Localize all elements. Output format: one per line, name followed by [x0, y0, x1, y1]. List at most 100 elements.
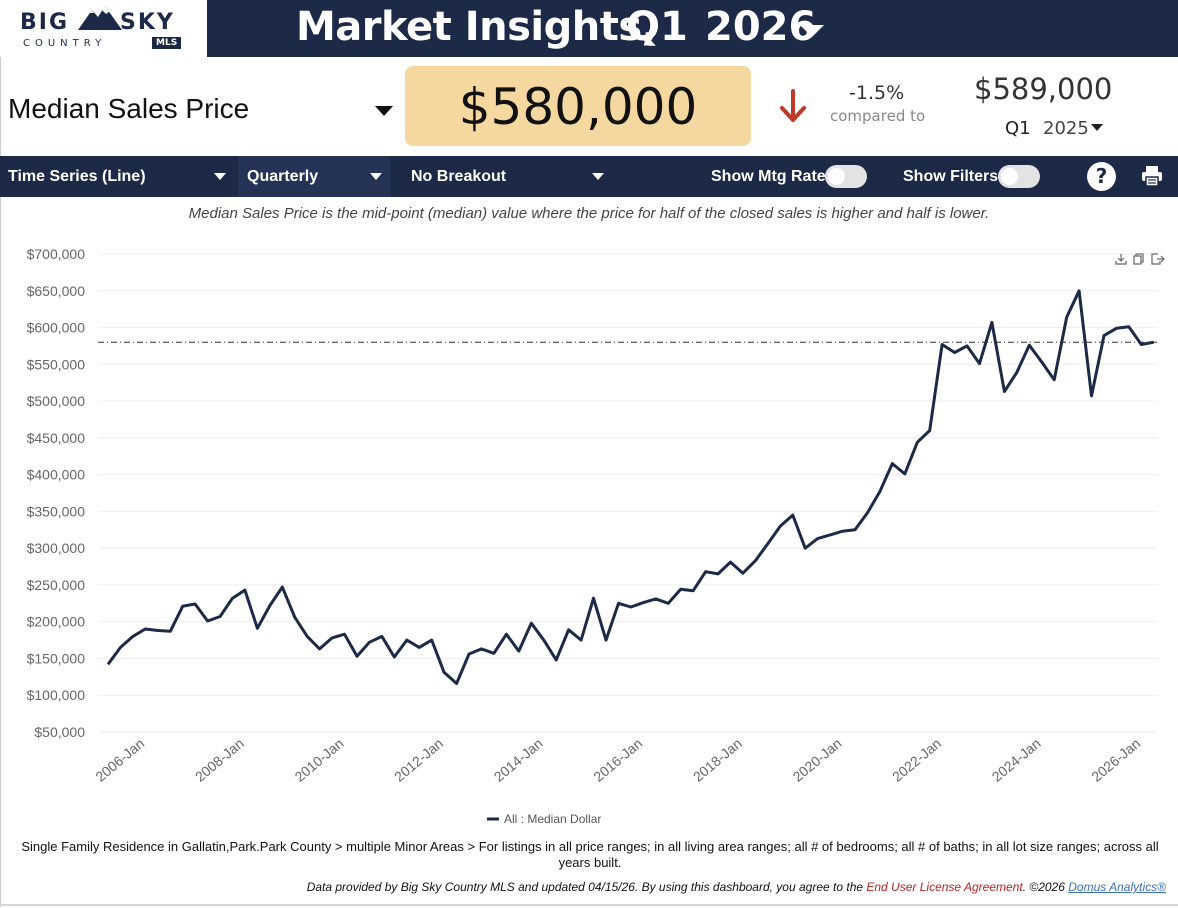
data-point[interactable] [591, 596, 596, 601]
data-point[interactable] [890, 461, 895, 466]
data-point[interactable] [965, 343, 970, 348]
data-point[interactable] [877, 489, 882, 494]
data-point[interactable] [255, 626, 260, 631]
data-point[interactable] [566, 627, 571, 632]
breakout-dropdown[interactable]: No Breakout [403, 156, 611, 197]
data-point[interactable] [952, 350, 957, 355]
eula-link[interactable]: End User License Agreement [866, 880, 1023, 894]
help-icon[interactable]: ? [1087, 162, 1116, 191]
data-point[interactable] [205, 618, 210, 623]
filters-toggle[interactable] [998, 165, 1040, 188]
data-point[interactable] [130, 634, 135, 639]
data-point[interactable] [1027, 343, 1032, 348]
data-point[interactable] [230, 596, 235, 601]
data-point[interactable] [292, 615, 297, 620]
data-point[interactable] [143, 627, 148, 632]
domus-link[interactable]: Domus Analytics® [1068, 880, 1166, 894]
data-point[interactable] [666, 601, 671, 606]
data-point[interactable] [1002, 389, 1007, 394]
data-point[interactable] [218, 614, 223, 619]
print-icon[interactable] [1141, 165, 1163, 187]
copy-icon[interactable] [1132, 252, 1146, 268]
data-point[interactable] [155, 628, 160, 633]
data-point[interactable] [180, 604, 185, 609]
data-point[interactable] [815, 536, 820, 541]
data-point[interactable] [1077, 288, 1082, 293]
data-point[interactable] [1089, 393, 1094, 398]
data-point[interactable] [703, 569, 708, 574]
data-point[interactable] [579, 638, 584, 643]
compare-year-select[interactable]: 2025 [1043, 118, 1089, 139]
data-point[interactable] [317, 646, 322, 651]
data-point[interactable] [1039, 360, 1044, 365]
data-point[interactable] [628, 604, 633, 609]
chevron-down-icon[interactable] [800, 25, 824, 37]
data-point[interactable] [716, 571, 721, 576]
data-point[interactable] [840, 529, 845, 534]
data-point[interactable] [616, 601, 621, 606]
data-point[interactable] [803, 546, 808, 551]
data-point[interactable] [367, 640, 372, 645]
data-point[interactable] [1114, 326, 1119, 331]
data-point[interactable] [454, 681, 459, 686]
export-icon[interactable] [1150, 252, 1166, 268]
data-point[interactable] [853, 527, 858, 532]
data-point[interactable] [193, 602, 198, 607]
data-point[interactable] [753, 558, 758, 563]
data-point[interactable] [529, 621, 534, 626]
title-year-select[interactable]: 2026 [705, 4, 817, 50]
data-point[interactable] [1126, 324, 1131, 329]
data-point[interactable] [491, 651, 496, 656]
data-point[interactable] [1014, 370, 1019, 375]
data-point[interactable] [1064, 315, 1069, 320]
data-point[interactable] [541, 638, 546, 643]
data-point[interactable] [1139, 342, 1144, 347]
data-point[interactable] [902, 471, 907, 476]
data-point[interactable] [1052, 377, 1057, 382]
data-point[interactable] [678, 587, 683, 592]
data-point[interactable] [355, 654, 360, 659]
data-point[interactable] [516, 649, 521, 654]
data-point[interactable] [379, 634, 384, 639]
data-point[interactable] [429, 638, 434, 643]
data-point[interactable] [728, 560, 733, 565]
data-point[interactable] [989, 320, 994, 325]
data-point[interactable] [790, 513, 795, 518]
data-point[interactable] [267, 603, 272, 608]
data-point[interactable] [467, 652, 472, 657]
data-point[interactable] [504, 632, 509, 637]
data-point[interactable] [778, 524, 783, 529]
data-point[interactable] [940, 342, 945, 347]
period-dropdown[interactable]: Quarterly [238, 156, 390, 197]
data-point[interactable] [1102, 333, 1107, 338]
data-point[interactable] [280, 585, 285, 590]
data-point[interactable] [417, 645, 422, 650]
data-point[interactable] [828, 532, 833, 537]
data-point[interactable] [330, 635, 335, 640]
legend-label[interactable]: All : Median Dollar [504, 812, 601, 826]
data-point[interactable] [106, 662, 111, 667]
chevron-down-icon[interactable] [375, 106, 393, 116]
data-point[interactable] [242, 588, 247, 593]
data-point[interactable] [740, 571, 745, 576]
data-point[interactable] [927, 428, 932, 433]
metric-select[interactable]: Median Sales Price [8, 93, 250, 124]
mtg-rate-toggle[interactable] [825, 165, 867, 188]
data-point[interactable] [305, 634, 310, 639]
data-point[interactable] [604, 638, 609, 643]
data-point[interactable] [865, 510, 870, 515]
data-point[interactable] [641, 600, 646, 605]
data-point[interactable] [442, 670, 447, 675]
data-point[interactable] [915, 440, 920, 445]
data-point[interactable] [691, 588, 696, 593]
data-point[interactable] [342, 632, 347, 637]
data-point[interactable] [118, 645, 123, 650]
chart-type-dropdown[interactable]: Time Series (Line) [0, 156, 235, 197]
data-point[interactable] [1151, 340, 1156, 345]
data-point[interactable] [392, 654, 397, 659]
download-icon[interactable] [1114, 252, 1128, 268]
data-point[interactable] [765, 541, 770, 546]
chevron-down-icon[interactable] [1091, 124, 1103, 131]
data-point[interactable] [479, 646, 484, 651]
data-point[interactable] [554, 657, 559, 662]
